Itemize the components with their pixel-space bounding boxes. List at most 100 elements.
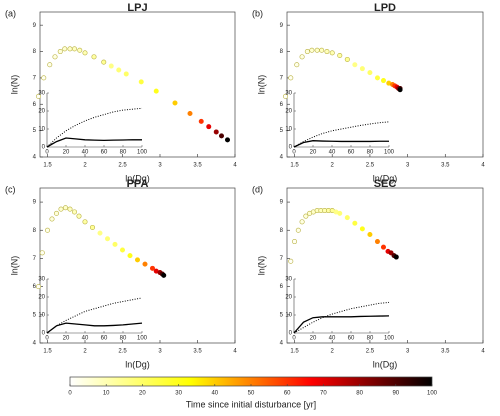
x-tick-label: 4 bbox=[233, 349, 237, 355]
inset-x-tick-label: 20 bbox=[310, 150, 317, 156]
point bbox=[172, 100, 178, 106]
inset-x-tick-label: 20 bbox=[310, 336, 317, 342]
panel-label: (b) bbox=[252, 8, 263, 18]
point bbox=[91, 54, 97, 60]
colorbar-tick-label: 40 bbox=[211, 391, 218, 397]
x-tick-label: 2 bbox=[331, 349, 335, 355]
inset-y-tick-label: 20 bbox=[38, 295, 45, 301]
point bbox=[82, 50, 88, 56]
x-tick-label: 2.5 bbox=[118, 349, 127, 355]
point bbox=[39, 250, 45, 256]
point bbox=[82, 219, 88, 225]
point bbox=[288, 75, 294, 81]
point bbox=[97, 230, 103, 236]
inset-y-tick-label: 0 bbox=[289, 331, 293, 337]
x-axis-label: ln(Dg) bbox=[373, 359, 398, 369]
point bbox=[72, 46, 78, 52]
point bbox=[108, 63, 114, 69]
y-tick-label: 4 bbox=[33, 155, 37, 161]
point bbox=[294, 62, 300, 68]
y-tick-label: 7 bbox=[280, 75, 284, 81]
point bbox=[213, 129, 219, 135]
colorbar-tick-label: 100 bbox=[427, 391, 438, 397]
y-tick-label: 6 bbox=[33, 284, 37, 290]
inset-x-tick-label: 60 bbox=[101, 336, 108, 342]
point bbox=[67, 206, 73, 212]
inset-x-tick-label: 0 bbox=[45, 336, 49, 342]
inset-x-tick-label: 80 bbox=[367, 336, 374, 342]
point bbox=[359, 66, 365, 72]
inset-y-tick-label: 0 bbox=[289, 145, 293, 151]
point bbox=[299, 54, 305, 60]
inset-y-tick-label: 20 bbox=[285, 295, 292, 301]
colorbar-tick-label: 60 bbox=[284, 391, 291, 397]
y-axis-label: ln(N) bbox=[256, 256, 266, 276]
point bbox=[206, 124, 212, 130]
point bbox=[352, 62, 358, 68]
inset-x-tick-label: 20 bbox=[63, 336, 70, 342]
x-axis-label: ln(Dg) bbox=[373, 173, 398, 183]
x-axis-label: ln(Dg) bbox=[125, 359, 150, 369]
point bbox=[219, 133, 225, 139]
x-tick-label: 1.5 bbox=[43, 349, 52, 355]
point bbox=[62, 46, 68, 52]
point bbox=[380, 78, 386, 84]
inset-x-tick-label: 100 bbox=[384, 150, 395, 156]
axes-box bbox=[286, 187, 484, 344]
panel-label: (c) bbox=[5, 184, 16, 194]
x-tick-label: 4 bbox=[233, 163, 237, 169]
y-tick-label: 8 bbox=[33, 49, 37, 55]
y-tick-label: 5 bbox=[280, 312, 284, 318]
point bbox=[187, 111, 193, 117]
point bbox=[57, 49, 63, 55]
y-axis-label: ln(N) bbox=[256, 75, 266, 95]
point bbox=[47, 62, 53, 68]
colorbar-tick-label: 80 bbox=[356, 391, 363, 397]
y-tick-label: 9 bbox=[33, 200, 37, 206]
y-tick-label: 7 bbox=[33, 256, 37, 262]
point bbox=[352, 220, 358, 226]
point bbox=[344, 215, 350, 221]
point bbox=[388, 250, 394, 256]
x-tick-label: 3.5 bbox=[441, 163, 450, 169]
colorbar-tick-label: 20 bbox=[139, 391, 146, 397]
y-tick-label: 8 bbox=[280, 49, 284, 55]
axes-box bbox=[286, 11, 484, 158]
inset-y-tick-label: 20 bbox=[285, 109, 292, 115]
colorbar-tick-label: 0 bbox=[68, 391, 72, 397]
point bbox=[76, 213, 82, 219]
point bbox=[282, 93, 288, 99]
inset-y-tick-label: 10 bbox=[38, 313, 45, 319]
point bbox=[116, 67, 122, 73]
point bbox=[52, 54, 58, 60]
point bbox=[380, 244, 386, 250]
inset-background bbox=[294, 279, 389, 333]
point bbox=[359, 226, 365, 232]
point bbox=[367, 232, 373, 238]
inset-x-tick-label: 80 bbox=[120, 336, 127, 342]
point bbox=[62, 205, 68, 211]
point bbox=[123, 71, 129, 77]
point bbox=[337, 52, 343, 58]
inset-y-tick-label: 10 bbox=[285, 313, 292, 319]
x-tick-label: 3 bbox=[158, 163, 162, 169]
x-tick-label: 3 bbox=[158, 349, 162, 355]
x-tick-label: 4 bbox=[481, 349, 485, 355]
point bbox=[393, 254, 399, 260]
inset-x-tick-label: 60 bbox=[348, 150, 355, 156]
inset-x-tick-label: 0 bbox=[292, 336, 296, 342]
point bbox=[314, 47, 320, 53]
x-tick-label: 3.5 bbox=[193, 163, 202, 169]
point bbox=[225, 137, 231, 143]
point bbox=[153, 88, 159, 94]
point bbox=[161, 272, 167, 278]
x-tick-label: 3 bbox=[406, 349, 410, 355]
inset-x-tick-label: 60 bbox=[101, 150, 108, 156]
x-tick-label: 2 bbox=[83, 163, 87, 169]
inset-x-tick-label: 100 bbox=[384, 336, 395, 342]
y-tick-label: 8 bbox=[33, 228, 37, 234]
point bbox=[344, 56, 350, 62]
inset-x-tick-label: 100 bbox=[137, 150, 148, 156]
inset-line bbox=[46, 322, 143, 334]
x-tick-label: 2 bbox=[331, 163, 335, 169]
